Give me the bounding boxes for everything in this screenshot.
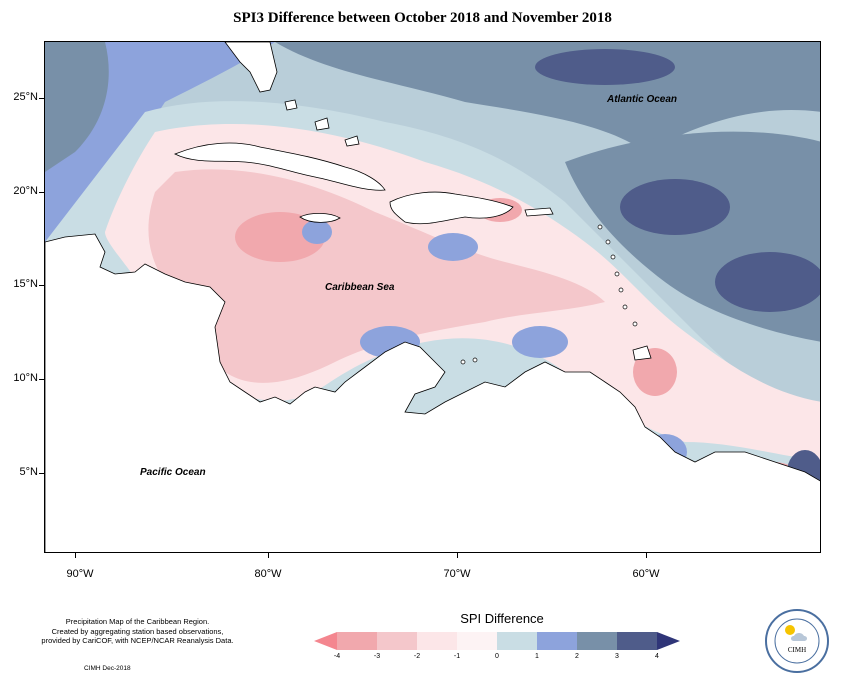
legend-tick-label: -3 xyxy=(373,653,381,660)
lat-tick-mark xyxy=(39,379,44,380)
legend-cell xyxy=(337,632,377,650)
lat-tick-mark xyxy=(39,473,44,474)
lat-tick-mark xyxy=(39,192,44,193)
legend-tick-label: -1 xyxy=(453,653,461,660)
legend-cell xyxy=(537,632,577,650)
anomaly-core-atlantic-1 xyxy=(620,179,730,235)
anomaly-core-atlantic-3 xyxy=(535,49,675,85)
legend-cell xyxy=(497,632,537,650)
lon-tick-80w: 80°W xyxy=(254,568,282,580)
lon-tick-90w: 90°W xyxy=(66,568,94,580)
anomaly-zone-positive-high xyxy=(275,42,820,152)
legend-tick-label: -4 xyxy=(333,653,341,660)
lesser-antilles xyxy=(460,224,638,365)
anomaly-patch-venezuela xyxy=(512,326,568,358)
lat-tick-mark xyxy=(39,98,44,99)
lon-tick-mark xyxy=(646,553,647,558)
anomaly-core-east xyxy=(633,348,677,396)
sun-icon xyxy=(785,625,795,635)
lat-tick-25n: 25°N xyxy=(13,91,38,103)
anomaly-patch-cayman xyxy=(302,220,332,244)
legend-tick-label: 2 xyxy=(575,653,579,660)
legend-tick-label: 0 xyxy=(495,653,499,660)
lon-tick-70w: 70°W xyxy=(443,568,471,580)
lon-tick-mark xyxy=(75,553,76,558)
label-pacific-ocean: Pacific Ocean xyxy=(140,467,206,478)
spi-difference-map: Atlantic Ocean Caribbean Sea Pacific Oce… xyxy=(44,41,821,553)
lat-tick-20n: 20°N xyxy=(13,185,38,197)
legend-arrow-low xyxy=(314,632,337,650)
legend-cell xyxy=(417,632,457,650)
legend-arrow-high xyxy=(657,632,680,650)
label-caribbean-sea: Caribbean Sea xyxy=(325,282,395,293)
legend-cell xyxy=(457,632,497,650)
legend-tick-label: 1 xyxy=(535,653,539,660)
legend-cell xyxy=(617,632,657,650)
lon-tick-mark xyxy=(268,553,269,558)
legend-tick-label: 4 xyxy=(655,653,659,660)
footer-line-2: Created by aggregating station based obs… xyxy=(51,626,224,636)
anomaly-patch-haiti xyxy=(428,233,478,261)
map-canvas xyxy=(45,42,820,552)
legend-color-bar xyxy=(314,632,680,650)
footer-date: CIMH Dec-2018 xyxy=(84,665,131,672)
legend-tick-label: -2 xyxy=(413,653,421,660)
anomaly-zone-gulf-core xyxy=(45,42,109,172)
footer-line-3: provided by CariCOF, with NCEP/NCAR Rean… xyxy=(41,636,234,645)
anomaly-core-atlantic-2 xyxy=(715,252,820,312)
footer-line-1: Precipitation Map of the Caribbean Regio… xyxy=(65,617,210,626)
lon-tick-60w: 60°W xyxy=(632,568,660,580)
logo-text: CIMH xyxy=(788,646,806,654)
label-atlantic-ocean: Atlantic Ocean xyxy=(607,94,678,105)
footer-notes: Precipitation Map of the Caribbean Regio… xyxy=(30,617,245,646)
cloud-icon xyxy=(791,633,807,641)
lat-tick-mark xyxy=(39,285,44,286)
legend-cell xyxy=(377,632,417,650)
legend-cell xyxy=(577,632,617,650)
legend-title: SPI Difference xyxy=(460,611,544,626)
lat-tick-15n: 15°N xyxy=(13,278,38,290)
lat-tick-10n: 10°N xyxy=(13,372,38,384)
land-masses xyxy=(45,42,820,552)
map-title: SPI3 Difference between October 2018 and… xyxy=(233,10,612,26)
legend-tick-label: 3 xyxy=(615,653,619,660)
lat-tick-5n: 5°N xyxy=(19,466,38,478)
cimh-logo: CIMH xyxy=(765,609,829,673)
anomaly-core-caribbean-1 xyxy=(235,212,325,262)
lon-tick-mark xyxy=(457,553,458,558)
